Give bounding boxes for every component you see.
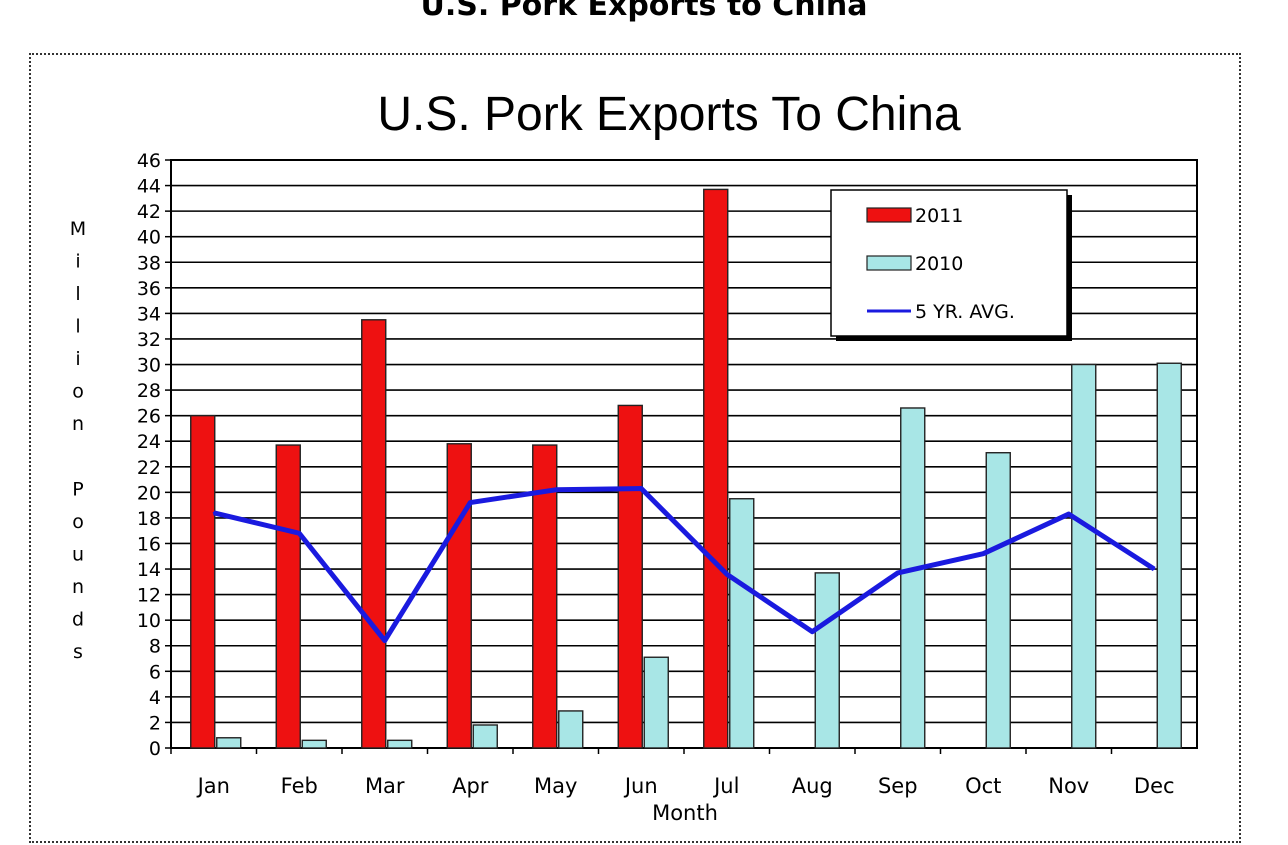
x-tick-label: Oct: [965, 774, 1001, 798]
y-tick-label: 0: [149, 738, 161, 760]
y-tick-label: 2: [149, 712, 161, 734]
x-tick-label: Apr: [452, 774, 489, 798]
legend-label: 2010: [915, 253, 963, 275]
y-label-letter: o: [72, 381, 84, 403]
y-tick-label: 44: [137, 176, 161, 198]
bar-2010: [558, 710, 584, 749]
y-tick-label: 34: [137, 303, 161, 325]
y-label-letter: n: [72, 413, 84, 435]
y-tick-label: 24: [137, 431, 161, 453]
bars: [190, 188, 1182, 749]
legend-swatch: [866, 207, 912, 223]
y-tick-label: 32: [137, 329, 161, 351]
y-tick-label: 6: [149, 661, 161, 683]
bar-2010: [1071, 363, 1097, 749]
legend-swatch: [866, 255, 912, 271]
chart-title: U.S. Pork Exports To China: [377, 88, 961, 141]
bar-2010: [216, 737, 242, 749]
y-tick-label: 28: [137, 380, 161, 402]
y-tick-label: 46: [137, 150, 161, 172]
bar-2010: [643, 656, 669, 749]
y-tick-label: 38: [137, 252, 161, 274]
y-tick-label: 42: [137, 201, 161, 223]
y-tick-label: 22: [137, 457, 161, 479]
y-tick-label: 40: [137, 227, 161, 249]
x-tick-label: Mar: [365, 774, 405, 798]
line-point: [896, 571, 899, 574]
bar-2010: [985, 452, 1011, 749]
y-axis-ticks: 0246810121416182022242628303234363840424…: [137, 150, 171, 760]
bar-2010: [900, 407, 926, 749]
y-label-letter: M: [70, 218, 86, 240]
bar-2011: [190, 414, 216, 749]
line-point: [212, 511, 215, 514]
y-label-letter: P: [72, 479, 83, 501]
bar-2011: [532, 444, 558, 749]
line-point: [554, 488, 557, 491]
x-tick-label: Aug: [792, 774, 833, 798]
x-tick-label: Nov: [1048, 774, 1089, 798]
bar-2010: [1156, 362, 1182, 749]
line-point: [1067, 513, 1070, 516]
bar-2011: [703, 188, 729, 749]
bar-2011: [275, 444, 301, 749]
avg-line-group: [212, 486, 1156, 644]
y-tick-label: 30: [137, 355, 161, 377]
line-point: [298, 532, 301, 535]
bar-2010: [472, 724, 498, 749]
x-axis-label: Month: [652, 801, 718, 825]
x-tick-label: Jul: [712, 774, 739, 798]
y-tick-label: 16: [137, 533, 161, 555]
legend: 2011 2010 5 YR. AVG.: [830, 189, 1072, 341]
bar-2010: [814, 572, 840, 749]
y-label-letter: s: [73, 641, 83, 663]
x-tick-label: Jun: [623, 774, 658, 798]
y-label-letter: i: [75, 251, 80, 273]
y-tick-label: 36: [137, 278, 161, 300]
y-label-letter: d: [72, 609, 84, 631]
y-tick-label: 10: [137, 610, 161, 632]
page-heading: U.S. Pork Exports to China: [420, 0, 868, 23]
bar-2010: [301, 739, 327, 749]
bar-2011: [361, 319, 387, 749]
line-point: [811, 630, 814, 633]
x-tick-label: Dec: [1134, 774, 1175, 798]
line-point: [383, 639, 386, 642]
legend-label: 2011: [915, 205, 963, 227]
x-tick-label: May: [534, 774, 577, 798]
line-point: [1153, 568, 1156, 571]
line-point: [640, 487, 643, 490]
line-point: [982, 552, 985, 555]
y-label-letter: u: [72, 544, 84, 566]
series-line-5yr-avg: [213, 486, 1156, 644]
y-label-letter: i: [75, 348, 80, 370]
y-tick-label: 4: [149, 687, 161, 709]
bar-2010: [387, 739, 413, 749]
chart-frame: U.S. Pork Exports To China 0 2 4 6 8 10 12 14 16…: [29, 53, 1241, 843]
chart-svg: U.S. Pork Exports To China 0246810121416…: [70, 88, 1198, 825]
y-tick-label: 26: [137, 406, 161, 428]
line-point: [725, 573, 728, 576]
legend-label: 5 YR. AVG.: [915, 301, 1015, 323]
y-tick-label: 18: [137, 508, 161, 530]
bar-2010: [729, 498, 755, 749]
y-label-letter: n: [72, 576, 84, 598]
y-tick-label: 14: [137, 559, 161, 581]
y-label-letter: l: [75, 316, 80, 338]
line-point: [469, 501, 472, 504]
y-tick-label: 20: [137, 482, 161, 504]
x-tick-label: Sep: [878, 774, 918, 798]
x-tick-label: Feb: [281, 774, 318, 798]
x-tick-label: Jan: [196, 774, 230, 798]
y-tick-label: 12: [137, 585, 161, 607]
y-label-letter: o: [72, 511, 84, 533]
bar-2011: [446, 443, 472, 749]
x-axis-categories: Jan Feb Mar Apr May Jun Jul Aug Sep Oct Nov Dec: [170, 748, 1175, 798]
y-tick-label: 8: [149, 636, 161, 658]
bar-2011: [617, 404, 643, 749]
y-label-letter: l: [75, 283, 80, 305]
